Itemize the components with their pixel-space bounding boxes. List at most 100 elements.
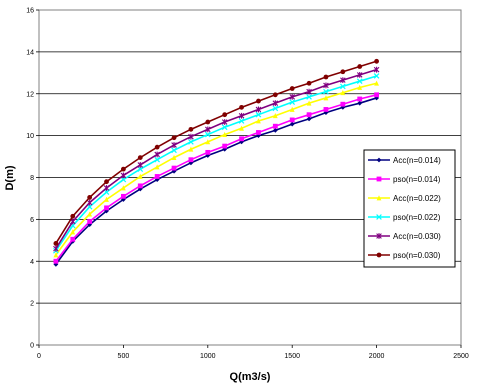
data-point — [256, 98, 261, 104]
x-tick-label: 2000 — [369, 353, 385, 360]
data-point — [205, 139, 211, 145]
data-point — [306, 112, 312, 118]
data-point — [154, 174, 160, 179]
data-point — [289, 99, 296, 105]
data-point — [104, 196, 109, 202]
legend-swatch-marker — [376, 176, 382, 182]
data-point — [204, 131, 211, 138]
data-point — [374, 58, 379, 64]
data-point — [70, 213, 76, 219]
data-point — [357, 96, 363, 102]
data-point — [289, 121, 295, 127]
data-point — [340, 77, 346, 84]
data-point — [70, 236, 76, 242]
data-point — [154, 151, 160, 158]
legend-entry: Acc(n=0.014) — [368, 156, 441, 165]
data-point — [323, 107, 329, 112]
data-point — [272, 123, 278, 129]
data-point — [171, 135, 177, 141]
series-line — [55, 75, 377, 252]
data-point — [188, 133, 194, 140]
data-point — [103, 185, 110, 191]
data-point — [205, 119, 211, 125]
data-point — [171, 147, 177, 154]
data-point — [87, 219, 93, 224]
data-point — [272, 100, 279, 107]
data-point — [103, 189, 110, 195]
legend-swatch-marker — [376, 157, 382, 163]
data-point — [221, 119, 228, 125]
data-point — [121, 193, 126, 199]
legend-label: pso(n=0.030) — [393, 251, 441, 260]
y-tick-label: 6 — [30, 217, 34, 224]
data-point — [154, 144, 160, 150]
series-line — [55, 94, 377, 262]
data-point — [53, 261, 59, 267]
data-point — [374, 92, 379, 98]
series — [53, 58, 379, 246]
legend-swatch-marker — [376, 214, 382, 220]
data-point — [256, 130, 261, 135]
data-point — [323, 82, 329, 89]
y-tick-label: 14 — [26, 49, 34, 56]
data-point — [171, 142, 177, 148]
data-point — [87, 194, 93, 200]
x-axis-label: Q(m3/s) — [230, 371, 271, 383]
legend-label: Acc(n=0.022) — [393, 194, 441, 203]
data-point — [137, 162, 144, 168]
data-point — [86, 199, 93, 206]
data-point — [121, 166, 126, 172]
data-point — [137, 155, 143, 161]
y-tick-label: 0 — [30, 343, 34, 350]
data-point — [104, 179, 109, 185]
x-tick-label: 1000 — [200, 353, 216, 360]
x-axis-ticks: 0 500 1000 1500 2000 2500 — [37, 345, 469, 360]
legend-entry: pso(n=0.030) — [368, 251, 441, 260]
legend-entry: Acc(n=0.030) — [368, 232, 441, 241]
series-line — [55, 97, 377, 265]
y-tick-label: 8 — [30, 175, 34, 182]
y-tick-label: 16 — [26, 8, 34, 15]
series-layer — [53, 58, 380, 267]
data-point — [272, 92, 278, 98]
data-point — [205, 149, 211, 155]
data-point — [188, 139, 194, 145]
data-point — [340, 69, 346, 75]
data-point — [323, 95, 329, 101]
data-point — [205, 126, 211, 133]
series — [53, 92, 379, 264]
data-point — [289, 117, 295, 123]
x-tick-label: 0 — [37, 353, 41, 360]
data-point — [357, 100, 363, 106]
data-point — [222, 143, 228, 149]
data-point — [272, 127, 278, 133]
data-point — [239, 125, 244, 131]
data-point — [340, 83, 346, 90]
data-point — [306, 88, 312, 95]
data-point — [137, 173, 143, 179]
data-point — [323, 88, 329, 95]
data-point — [340, 101, 346, 107]
legend-label: Acc(n=0.014) — [393, 156, 441, 165]
legend-entry: pso(n=0.014) — [368, 175, 441, 184]
data-point — [357, 84, 363, 90]
data-point — [188, 157, 194, 163]
series — [53, 95, 379, 267]
legend-label: pso(n=0.022) — [393, 213, 441, 222]
data-point — [188, 146, 194, 152]
y-tick-label: 12 — [26, 91, 34, 98]
data-point — [272, 113, 278, 119]
y-axis-ticks: 0 2 4 6 8 10 12 14 16 — [26, 8, 39, 350]
data-point — [188, 126, 194, 132]
legend-entry: pso(n=0.022) — [368, 213, 441, 222]
data-point — [289, 86, 295, 91]
data-point — [306, 100, 312, 106]
data-point — [120, 176, 127, 183]
x-tick-label: 2500 — [453, 353, 469, 360]
data-point — [373, 66, 380, 73]
legend-swatch-marker — [376, 195, 382, 201]
legend-label: pso(n=0.014) — [393, 175, 441, 184]
y-tick-label: 2 — [30, 301, 34, 308]
series — [53, 80, 379, 258]
data-point — [222, 112, 228, 118]
